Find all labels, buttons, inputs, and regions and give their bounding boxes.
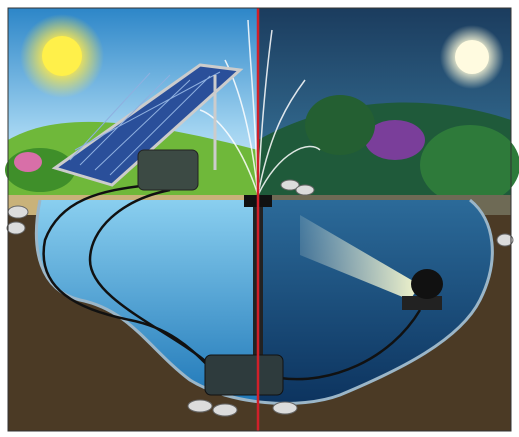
rock <box>7 205 29 219</box>
spray-jet <box>257 145 321 196</box>
light-beam <box>300 215 420 300</box>
solar-cable <box>42 183 216 373</box>
rock <box>187 399 213 413</box>
solar-panel <box>51 63 244 191</box>
night-tree <box>305 95 375 155</box>
rock <box>212 403 238 417</box>
control-box <box>137 149 199 191</box>
rock <box>295 184 315 196</box>
rock <box>272 401 298 415</box>
spray-jet <box>257 29 273 196</box>
solar-cable <box>88 188 211 366</box>
spray-jet <box>257 79 306 196</box>
rocks <box>6 179 514 417</box>
panel-grid <box>69 71 221 176</box>
spotlight-base <box>402 296 442 310</box>
sun <box>42 36 82 76</box>
pump <box>204 354 284 396</box>
rock <box>6 221 26 235</box>
spray-jet <box>199 109 259 196</box>
day-flowers <box>14 152 42 172</box>
moon <box>455 40 489 74</box>
pond-liner <box>34 198 494 405</box>
night-flowers <box>365 120 425 160</box>
rock <box>496 233 514 247</box>
panel-face <box>51 63 244 187</box>
rock <box>280 179 300 191</box>
spotlight <box>411 269 443 299</box>
cables <box>42 183 422 381</box>
light-cable <box>279 309 422 381</box>
frame <box>7 7 512 432</box>
night-bush <box>420 125 519 205</box>
